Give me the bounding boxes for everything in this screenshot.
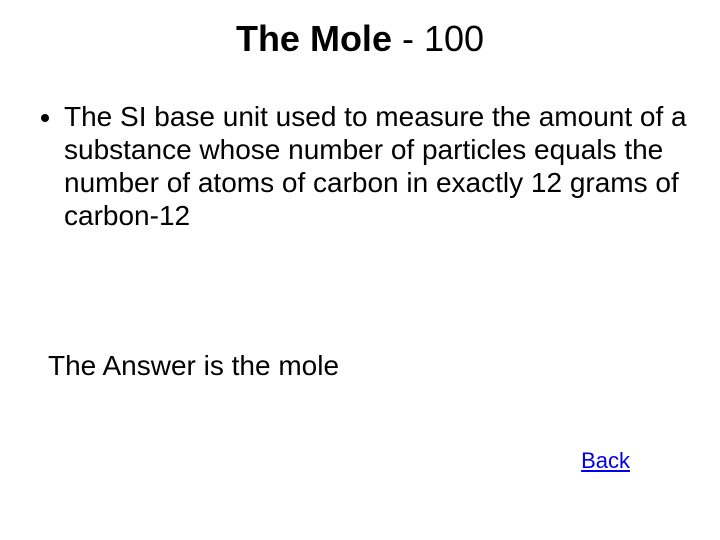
title-separator: - <box>392 18 424 59</box>
slide-container: The Mole - 100 The SI base unit used to … <box>0 18 720 540</box>
answer-text: The Answer is the mole <box>48 350 720 382</box>
back-link[interactable]: Back <box>581 448 630 474</box>
question-bullet: The SI base unit used to measure the amo… <box>64 100 690 232</box>
question-block: The SI base unit used to measure the amo… <box>40 100 690 232</box>
title-points: 100 <box>424 18 484 59</box>
title-category: The Mole <box>236 18 392 59</box>
slide-title: The Mole - 100 <box>0 18 720 60</box>
bullet-list: The SI base unit used to measure the amo… <box>40 100 690 232</box>
